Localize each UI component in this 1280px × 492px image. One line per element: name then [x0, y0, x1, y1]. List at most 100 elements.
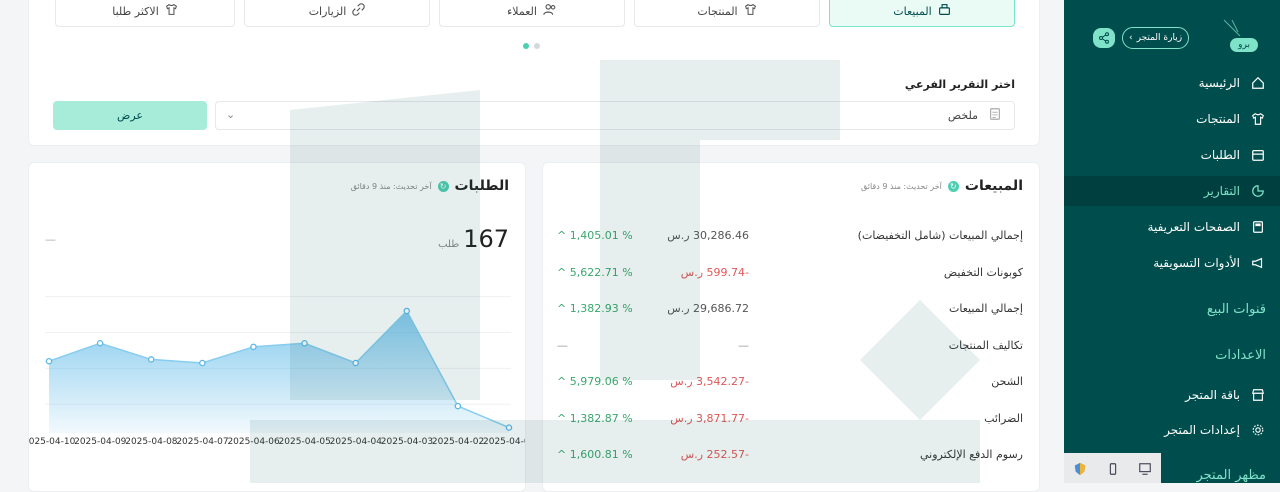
- sales-row: كوبونات التخفيض -599.74 ر.س ^ 5,622.71 %: [541, 264, 1039, 284]
- subreport-select[interactable]: ملخص ⌄: [215, 101, 1015, 130]
- sidebar-item-label: إعدادات المتجر: [1164, 423, 1240, 437]
- store-icon: [1250, 387, 1266, 403]
- chart-point[interactable]: [250, 343, 257, 351]
- visit-store-label: زيارة المتجر: [1136, 33, 1183, 43]
- sidebar: برو زيارة المتجر › الرئيسية المنتجات الطلب…: [1064, 0, 1280, 483]
- sidebar-item-label: المنتجات: [1196, 112, 1240, 126]
- chart-point[interactable]: [454, 402, 462, 410]
- sales-row-change: ^ 1,600.81 %: [557, 448, 633, 461]
- tab-label: العملاء: [507, 4, 537, 18]
- sidebar-item-store-settings[interactable]: إعدادات المتجر: [1064, 415, 1280, 445]
- chart-point[interactable]: [505, 424, 513, 431]
- tab-label: المنتجات: [697, 4, 738, 18]
- sales-row: إجمالي المبيعات (شامل التخفيضات) 30,286.4…: [541, 227, 1039, 247]
- x-tick-label: 2025-04-04: [329, 437, 382, 447]
- sidebar-item-home[interactable]: الرئيسية: [1064, 68, 1280, 98]
- plan-badge: برو: [1230, 38, 1258, 52]
- x-tick-label: 2025-04-09: [74, 437, 127, 447]
- usb-icon[interactable]: [1106, 461, 1120, 475]
- sales-row-label: إجمالي المبيعات: [948, 302, 1023, 315]
- home-icon: [1250, 75, 1266, 91]
- visit-store-button[interactable]: زيارة المتجر ›: [1122, 27, 1190, 49]
- shield-icon[interactable]: [1073, 461, 1087, 476]
- chart-point[interactable]: [199, 359, 206, 367]
- section-settings[interactable]: الاعدادات: [1215, 348, 1266, 363]
- sales-row: الشحن -3,542.27 ر.س ^ 5,979.06 %: [541, 373, 1039, 393]
- tab-customers[interactable]: العملاء: [439, 0, 625, 27]
- x-tick-label: 2025-04-08: [125, 437, 178, 447]
- x-tick-label: 2025-04-07: [176, 437, 229, 447]
- chevron-left-icon: ›: [1129, 33, 1133, 43]
- chart-point[interactable]: [403, 307, 411, 315]
- tab-top-ordered[interactable]: الاكثر طلبا: [55, 0, 235, 27]
- sales-row-label: تكاليف المنتجات: [948, 339, 1023, 352]
- store-logo: [1218, 18, 1266, 56]
- orders-compare: —: [45, 233, 56, 246]
- show-button[interactable]: عرض: [53, 101, 207, 130]
- taskbar: [1064, 453, 1161, 483]
- sidebar-item-label: الرئيسية: [1198, 76, 1240, 90]
- chart-point[interactable]: [96, 340, 104, 347]
- gear-icon: [1250, 422, 1266, 438]
- sidebar-item-page[interactable]: الصفحات التعريفية: [1064, 212, 1280, 242]
- sales-row-change: ^ 1,382.87 %: [557, 412, 633, 425]
- cash-register-icon: [938, 3, 951, 19]
- clock-icon: ↻: [947, 180, 959, 192]
- sidebar-item-megaphone[interactable]: الأدوات التسويقية: [1064, 248, 1280, 278]
- sales-row-amount: —: [738, 339, 749, 352]
- sales-row-change: ^ 1,405.01 %: [557, 229, 633, 242]
- link-icon: [352, 3, 366, 19]
- sidebar-item-label: باقة المتجر: [1185, 388, 1240, 402]
- megaphone-icon: [1250, 255, 1266, 271]
- sidebar-item-shirt[interactable]: المنتجات: [1064, 104, 1280, 134]
- tab-products[interactable]: المنتجات: [634, 0, 820, 27]
- sales-row: إجمالي المبيعات 29,686.72 ر.س ^ 1,382.93 %: [541, 300, 1039, 320]
- tab-label: الزيارات: [308, 4, 347, 18]
- sidebar-item-store-plan[interactable]: باقة المتجر: [1064, 380, 1280, 410]
- chart-series-line: [48, 309, 510, 429]
- last-updated: آخر تحديث: منذ 9 دقائق: [861, 181, 942, 191]
- sidebar-item-label: التقارير: [1203, 184, 1240, 198]
- sales-row-label: الضرائب: [984, 412, 1023, 425]
- chart-point[interactable]: [301, 340, 308, 347]
- tab-sales[interactable]: المبيعات: [829, 0, 1015, 27]
- sales-row-change: ^ 5,622.71 %: [557, 266, 633, 279]
- document-icon: [988, 107, 1002, 124]
- subreport-label: اختر التقرير الفرعي: [904, 78, 1015, 91]
- section-store-appearance[interactable]: مظهر المتجر: [1196, 468, 1266, 483]
- chart-point[interactable]: [352, 359, 359, 367]
- pagination-dot-active[interactable]: [523, 43, 529, 49]
- shirt-icon: [1250, 111, 1266, 127]
- sales-row-change: ^ 1,382.93 %: [557, 302, 633, 315]
- sidebar-item-pie-chart[interactable]: التقارير: [1064, 176, 1280, 206]
- sales-row: تكاليف المنتجات — —: [541, 337, 1039, 357]
- shirt-icon: [744, 3, 757, 19]
- sidebar-item-label: الأدوات التسويقية: [1153, 256, 1240, 270]
- x-tick-label: 2025-04-10: [28, 437, 76, 447]
- page-icon: [1250, 219, 1266, 235]
- chevron-down-icon: ⌄: [226, 108, 236, 121]
- orders-unit: طلب: [438, 239, 460, 250]
- share-icon[interactable]: [1093, 28, 1115, 48]
- sidebar-item-box[interactable]: الطلبات: [1064, 140, 1280, 170]
- x-tick-label: 2025-04-06: [227, 437, 280, 447]
- tab-label: الاكثر طلبا: [112, 4, 159, 18]
- sales-row-change: ^ 5,979.06 %: [557, 375, 633, 388]
- tabs-pagination[interactable]: [523, 43, 540, 49]
- x-tick-label: 2025-04-03: [380, 437, 434, 447]
- sales-row-amount: -599.74 ر.س: [680, 266, 749, 279]
- sales-row-label: إجمالي المبيعات (شامل التخفيضات): [857, 229, 1023, 242]
- tab-visits[interactable]: الزيارات: [244, 0, 430, 27]
- report-type-card: المبيعات المنتجات العملاء الزيارات الاكث…: [28, 0, 1040, 146]
- sales-row-label: كوبونات التخفيض: [943, 266, 1023, 279]
- sales-row-label: رسوم الدفع الإلكتروني: [920, 448, 1023, 461]
- sales-row: رسوم الدفع الإلكتروني -252.57 ر.س ^ 1,600.…: [541, 446, 1039, 466]
- chart-point[interactable]: [147, 356, 155, 363]
- orders-total: 167 طلب: [438, 225, 509, 253]
- sales-title: المبيعات: [964, 178, 1023, 194]
- monitor-icon[interactable]: [1138, 461, 1152, 475]
- pagination-dot[interactable]: [534, 43, 540, 49]
- chart-point[interactable]: [45, 357, 53, 365]
- section-sales-channels[interactable]: قنوات البيع: [1206, 302, 1266, 317]
- pie-chart-icon: [1250, 183, 1266, 199]
